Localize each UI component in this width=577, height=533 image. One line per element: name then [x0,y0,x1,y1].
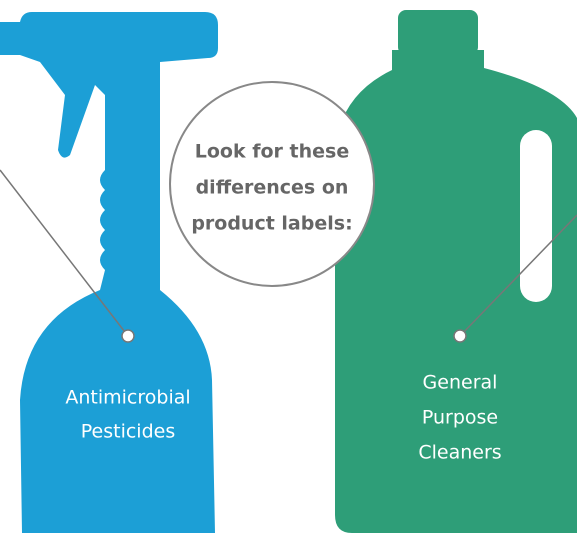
product-label: Cleaners [418,442,501,464]
spray-bottle [0,12,218,533]
center-text: differences on [196,177,349,199]
page: Look for these differences on product la… [0,0,577,533]
pointer-dot [454,330,466,342]
product-label: Pesticides [81,421,175,443]
product-label: Antimicrobial [65,387,190,409]
jug-cap [398,10,478,55]
jug-handle-hole [520,130,552,302]
center-text: product labels: [191,213,352,235]
illustration: Look for these differences on product la… [0,0,577,533]
product-label: General [423,372,498,394]
product-label: Purpose [422,407,498,429]
center-text: Look for these [195,141,349,163]
pointer-dot [122,330,134,342]
